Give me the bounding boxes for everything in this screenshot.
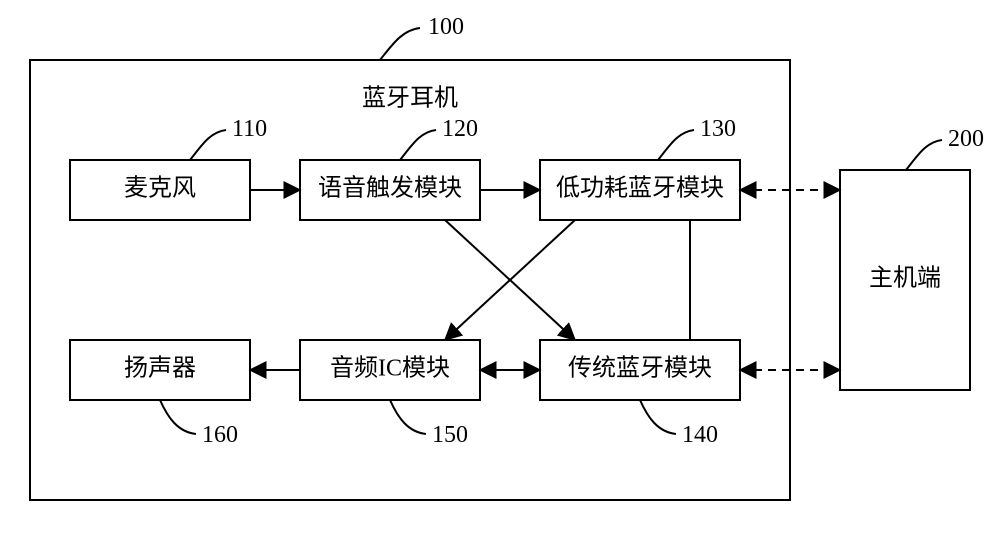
label-classic: 传统蓝牙模块 [568, 355, 712, 382]
label-voice: 语音触发模块 [318, 175, 462, 202]
label-speaker: 扬声器 [124, 355, 196, 382]
ref-160: 160 [202, 422, 238, 448]
ref-120: 120 [442, 116, 478, 142]
ref-100: 100 [428, 14, 464, 40]
label-ble: 低功耗蓝牙模块 [556, 175, 724, 202]
leader-100 [380, 28, 420, 60]
ref-200: 200 [948, 126, 984, 152]
label-audioic: 音频IC模块 [330, 355, 450, 382]
label-mic: 麦克风 [124, 175, 196, 202]
ref-110: 110 [232, 116, 267, 142]
leader-200 [906, 140, 942, 170]
ref-130: 130 [700, 116, 736, 142]
headset-title: 蓝牙耳机 [362, 85, 458, 112]
label-host: 主机端 [869, 265, 941, 292]
ref-150: 150 [432, 422, 468, 448]
ref-140: 140 [682, 422, 718, 448]
